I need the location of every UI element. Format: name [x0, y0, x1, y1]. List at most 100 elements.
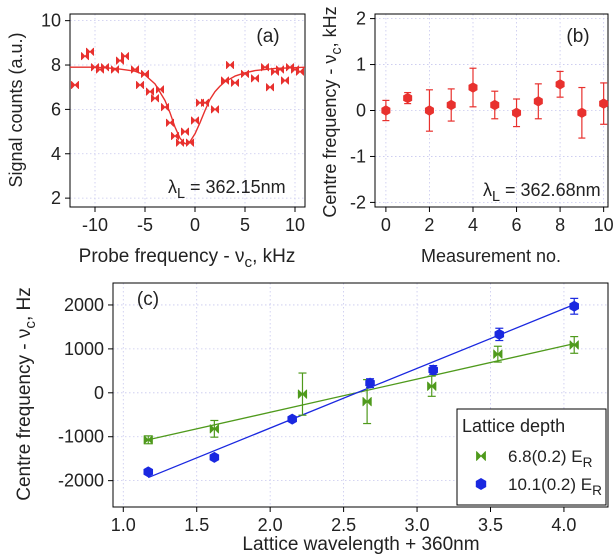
legend: Lattice depth 6.8(0.2) ER 10.1(0.2) ER — [456, 408, 607, 506]
y-tick-label: 2 — [356, 9, 366, 29]
x-tick-label: 4 — [468, 215, 478, 235]
x-tick-label: 5 — [240, 215, 250, 235]
data-point — [143, 435, 153, 445]
data-point — [166, 118, 174, 127]
x-axis-label: Probe frequency - νc, kHz — [79, 246, 296, 271]
y-tick-label: 2 — [51, 188, 61, 208]
wavelength-annotation-value: = 362.15nm — [185, 177, 286, 197]
x-tick-label: 3.5 — [478, 515, 503, 535]
wavelength-annotation-value: = 362.68nm — [500, 180, 601, 200]
data-point — [403, 92, 413, 104]
y-axis-label-unit: , kHz — [320, 6, 340, 47]
data-point — [427, 381, 437, 391]
panel-b: 0 2 4 6 8 10 -2 -1 0 1 2 (b) λL = 362.68nm Measuremen… — [320, 6, 614, 266]
data-point — [111, 65, 119, 74]
data-point — [136, 80, 144, 89]
y-tick-label: 1000 — [64, 339, 104, 359]
panel-a: -10 -5 0 5 10 2 4 6 8 10 (a) λL = 362.15nm Probe fre… — [6, 11, 306, 271]
data-point — [251, 74, 259, 83]
data-point — [512, 107, 522, 118]
data-point — [171, 132, 179, 141]
x-tick-label: -5 — [137, 215, 153, 235]
data-point — [281, 76, 289, 85]
legend-label: 10.1(0.2) ER — [508, 475, 602, 498]
data-point — [424, 105, 434, 116]
x-tick-label: 8 — [555, 215, 565, 235]
legend-marker — [475, 478, 487, 490]
data-point — [156, 85, 164, 94]
data-point — [146, 87, 154, 96]
data-point — [297, 389, 308, 399]
x-tick-label: 2.5 — [331, 515, 356, 535]
y-tick-label: -2000 — [58, 471, 104, 491]
wavelength-annotation-sub: L — [177, 186, 185, 202]
data-point — [86, 47, 94, 56]
legend-label-sub: R — [592, 483, 602, 498]
y-tick-label: 0 — [94, 383, 104, 403]
wavelength-annotation-sub: L — [492, 189, 500, 205]
data-point — [241, 69, 249, 78]
plot-frame — [69, 13, 306, 208]
x-tick-label: 10 — [285, 215, 305, 235]
x-tick-label: 0 — [190, 215, 200, 235]
data-point — [121, 52, 129, 61]
data-point — [381, 105, 391, 116]
data-point — [494, 328, 505, 340]
y-tick-label: 2000 — [64, 295, 104, 315]
data-point — [428, 364, 438, 376]
x-tick-label: 4.0 — [551, 515, 576, 535]
data-point — [533, 96, 543, 107]
data-point — [211, 105, 219, 114]
x-tick-label: 2.0 — [258, 515, 283, 535]
y-tick-label: -1 — [350, 146, 366, 166]
data-point — [141, 69, 149, 78]
data-point — [490, 99, 500, 111]
y-tick-label: 6 — [51, 99, 61, 119]
data-point — [151, 94, 159, 103]
x-tick-label: 10 — [594, 215, 614, 235]
y-tick-label: 1 — [356, 55, 366, 75]
data-point — [161, 103, 169, 112]
x-tick-label: 1.5 — [184, 515, 209, 535]
x-axis-label: Measurement no. — [421, 246, 561, 266]
y-tick-label: 8 — [51, 55, 61, 75]
panel-label: (c) — [137, 289, 159, 310]
y-axis-label-sub: c — [22, 321, 39, 329]
y-tick-label: -2 — [350, 192, 366, 212]
legend-label-sub: R — [583, 455, 593, 470]
data-point — [181, 127, 189, 136]
legend-title: Lattice depth — [462, 416, 565, 436]
data-point — [143, 466, 154, 478]
data-point — [287, 413, 297, 425]
data-point — [176, 138, 184, 147]
data-point — [276, 65, 284, 74]
x-axis-label-unit: , kHz — [252, 246, 295, 267]
y-tick-label: 10 — [41, 11, 61, 31]
data-point — [186, 138, 194, 147]
data-point — [296, 67, 304, 76]
y-axis-label-sub: c — [329, 47, 345, 54]
data-point — [446, 99, 456, 111]
data-point — [362, 396, 372, 407]
fit-curve — [70, 66, 306, 145]
y-axis-label: Signal counts (a.u.) — [6, 32, 26, 187]
data-point — [226, 61, 234, 70]
x-tick-label: 1.0 — [111, 515, 136, 535]
panel-label: (a) — [256, 26, 279, 47]
legend-label: 6.8(0.2) ER — [508, 447, 593, 470]
plot-frame — [112, 282, 609, 508]
x-tick-label: 3.0 — [405, 515, 430, 535]
legend-marker — [476, 451, 486, 461]
data-point — [191, 116, 199, 125]
x-tick-label: 6 — [512, 215, 522, 235]
data-point — [577, 107, 587, 118]
data-point — [131, 65, 139, 74]
data-point — [261, 63, 269, 72]
panel-label: (b) — [566, 26, 589, 47]
data-point — [71, 80, 79, 89]
data-point — [266, 83, 274, 92]
data-point — [209, 451, 220, 463]
x-tick-label: 2 — [424, 215, 434, 235]
x-tick-label: 0 — [381, 215, 391, 235]
